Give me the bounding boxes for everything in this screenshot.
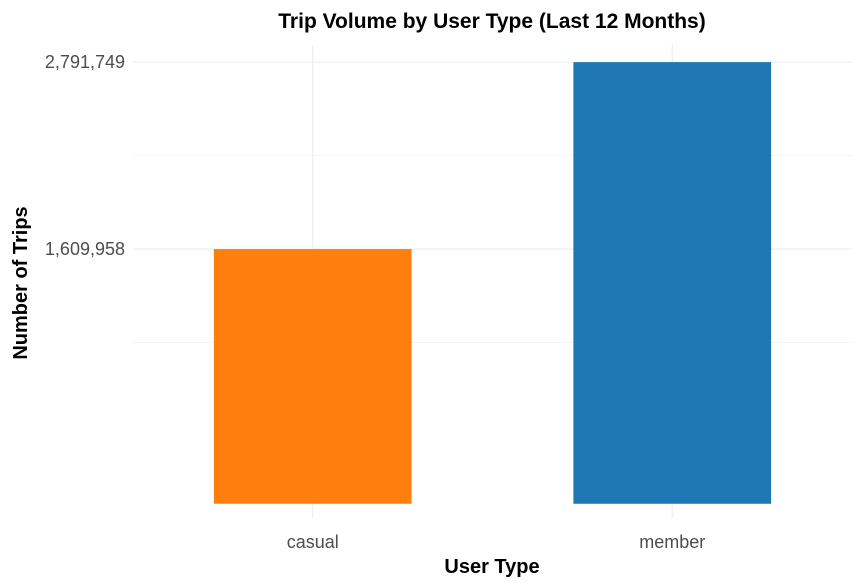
y-tick-label: 2,791,749 <box>45 52 125 72</box>
y-axis-title: Number of Trips <box>10 206 32 359</box>
bar-casual <box>213 249 412 504</box>
chart-title: Trip Volume by User Type (Last 12 Months… <box>278 10 705 33</box>
x-axis-title: User Type <box>444 556 539 578</box>
y-tick-label: 1,609,958 <box>45 239 125 259</box>
x-tick-label: member <box>639 532 705 552</box>
bar-member <box>573 62 772 504</box>
bars <box>213 62 772 504</box>
x-tick-label: casual <box>287 532 339 552</box>
x-axis-ticks: casual member <box>287 532 706 552</box>
y-axis-ticks: 1,609,958 2,791,749 <box>45 52 125 259</box>
